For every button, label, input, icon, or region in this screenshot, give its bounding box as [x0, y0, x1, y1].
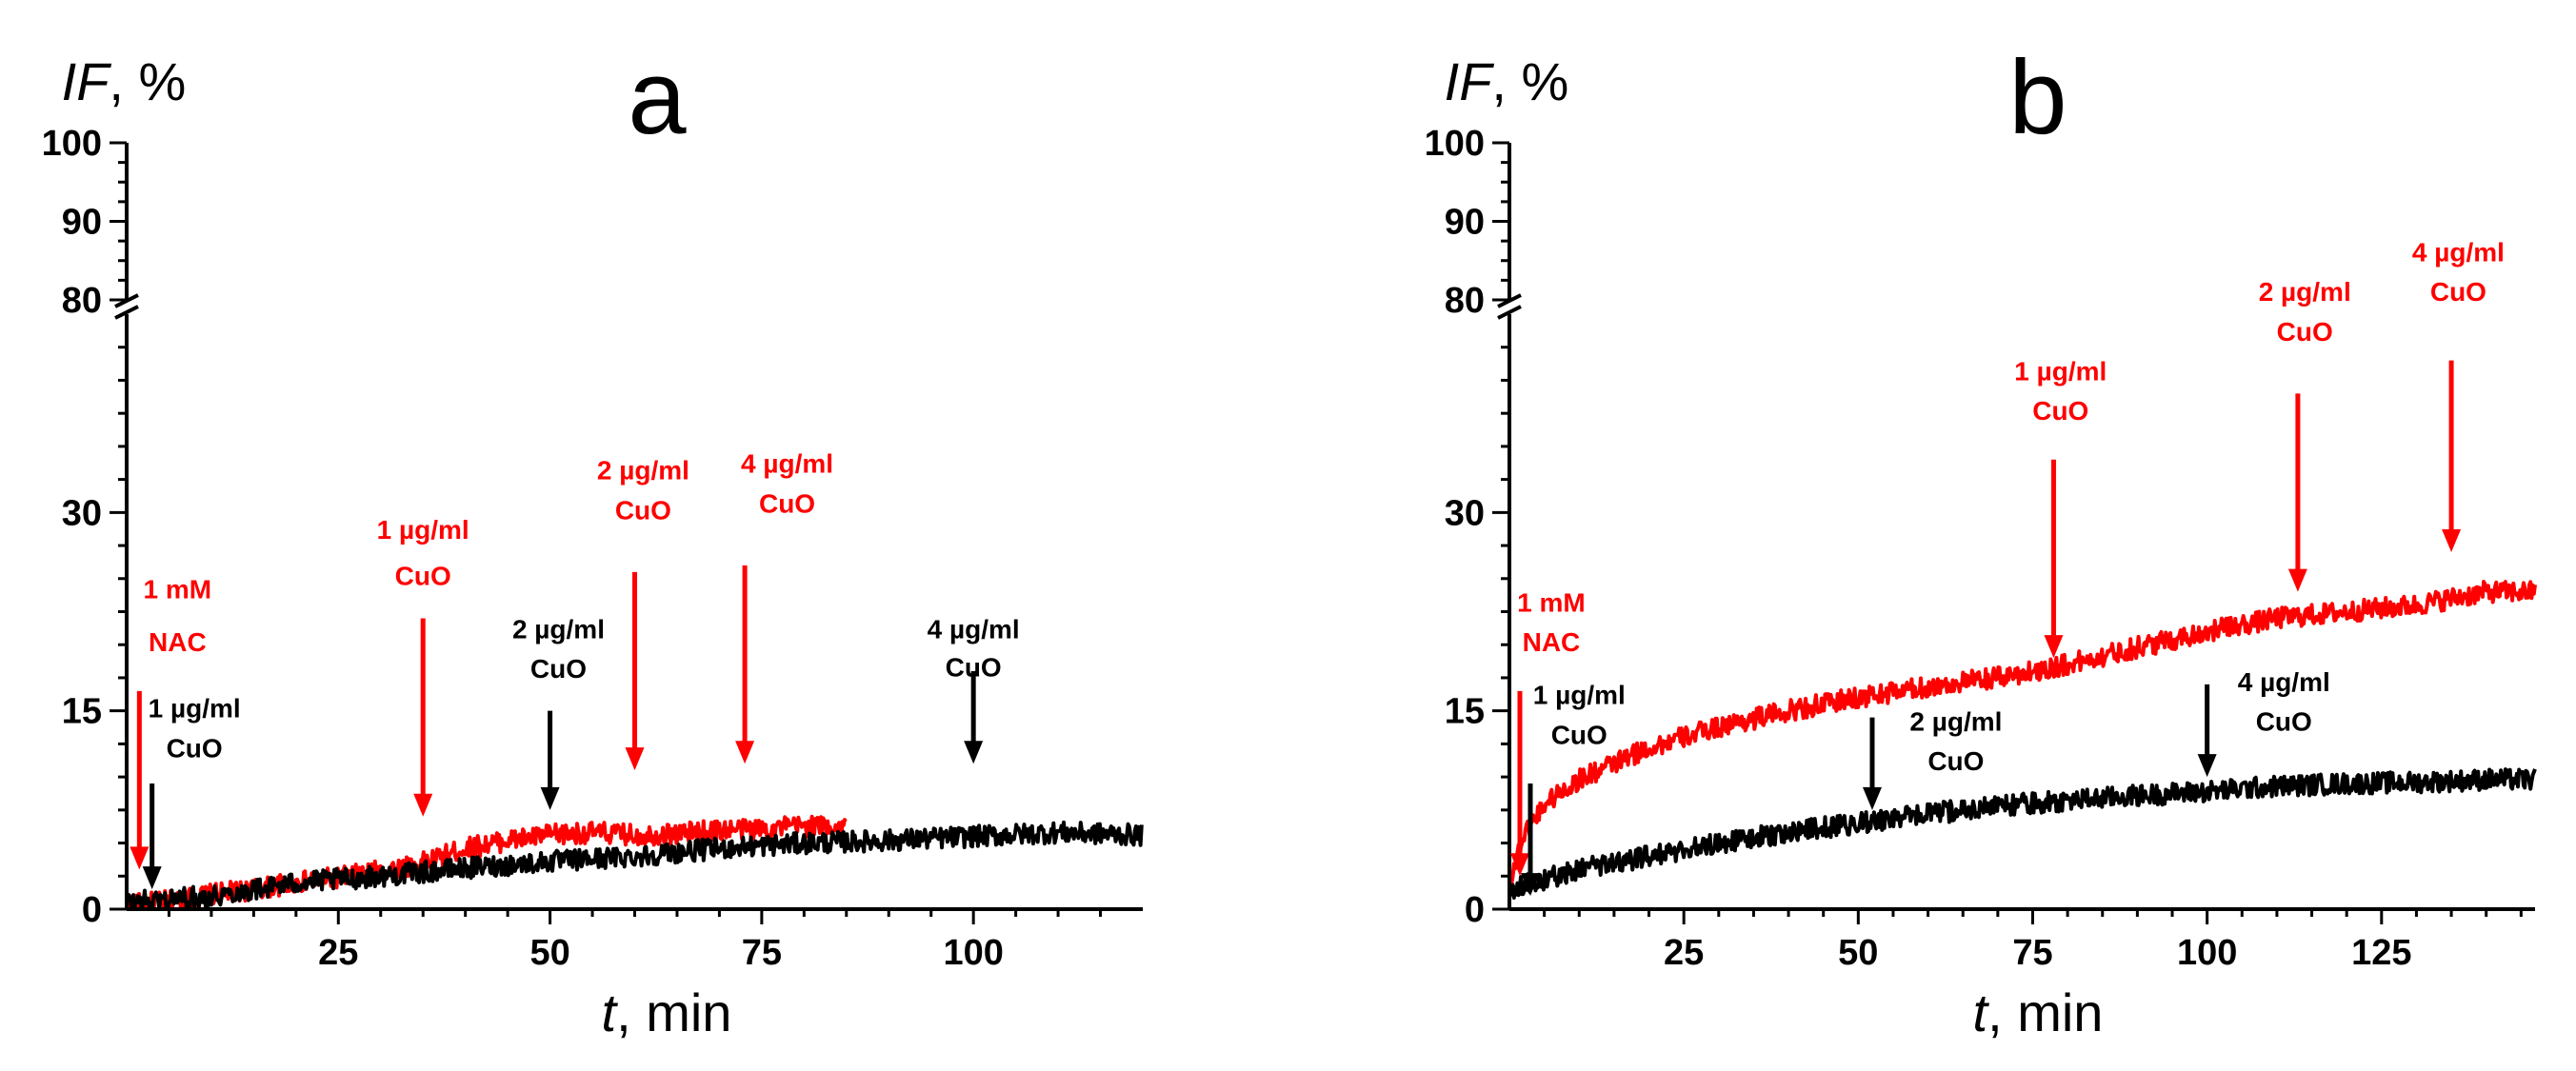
annotation-label: CuO	[530, 654, 587, 684]
annotation-label: CuO	[2032, 396, 2088, 426]
annotation-label: 4 µg/ml	[928, 614, 1020, 644]
annotation-label: 4 µg/ml	[2412, 237, 2505, 267]
annotation-label: CuO	[1927, 746, 1984, 776]
y-tick-label: 90	[1445, 203, 1485, 243]
annotation-arrow-head	[2197, 754, 2217, 778]
panel-b: 25 50 75 100 125 0 15 30 80 90 100 IF, % t, min b 1 mM…	[1425, 39, 2537, 1042]
y-tick-label: 100	[42, 124, 102, 164]
y-tick-label: 30	[1445, 493, 1485, 533]
annotation-label: 2 µg/ml	[597, 456, 689, 486]
x-axis-title: t, min	[1973, 982, 2104, 1042]
annotation-label: NAC	[1523, 627, 1581, 657]
annotation-label: 1 µg/ml	[149, 694, 241, 724]
x-tick-label: 75	[742, 933, 782, 973]
annotation-label: 2 µg/ml	[2259, 277, 2351, 307]
x-tick-label: 100	[2177, 933, 2237, 973]
annotation-label: CuO	[395, 562, 451, 591]
x-tick-label: 50	[1838, 933, 1878, 973]
annotation-label: NAC	[149, 627, 207, 657]
x-axis-title: t, min	[602, 982, 732, 1042]
annotation-label: 1 mM	[1517, 588, 1586, 618]
annotation-label: 4 µg/ml	[2238, 667, 2330, 697]
y-tick-label: 80	[62, 281, 102, 321]
series-line-red	[1508, 580, 2537, 890]
y-tick-label: 0	[1465, 890, 1485, 930]
annotation-label: CuO	[2430, 277, 2486, 307]
annotation-label: 2 µg/ml	[512, 614, 605, 644]
annotation-label: CuO	[1551, 720, 1608, 749]
annotation-label: 1 µg/ml	[377, 515, 469, 545]
panel-letter: b	[2008, 39, 2067, 156]
axis-break-mark	[114, 305, 139, 320]
y-tick-label: 0	[82, 890, 102, 930]
annotation-arrow-head	[2442, 529, 2462, 552]
annotation-label: CuO	[759, 488, 815, 518]
y-axis-title: IF, %	[62, 51, 187, 111]
x-tick-label: 100	[943, 933, 1003, 973]
y-tick-label: 30	[62, 493, 102, 533]
y-tick-label: 90	[62, 203, 102, 243]
y-tick-label: 100	[1425, 124, 1485, 164]
annotation-arrow-head	[735, 741, 755, 764]
annotation-arrow-head	[1520, 873, 1540, 897]
x-tick-label: 25	[1664, 933, 1704, 973]
y-tick-label: 15	[1445, 692, 1485, 732]
annotation-arrow-head	[1862, 786, 1882, 810]
annotation-arrow-head	[964, 741, 984, 764]
x-tick-label: 50	[529, 933, 569, 973]
annotation-label: CuO	[167, 733, 223, 763]
annotation-label: 1 µg/ml	[1533, 681, 1626, 710]
annotation-label: 2 µg/ml	[1909, 707, 2002, 737]
annotation-arrow-head	[2287, 568, 2307, 592]
annotation-arrow-head	[2044, 635, 2064, 659]
annotation-label: CuO	[946, 652, 1002, 682]
series-line-black	[1508, 767, 2537, 900]
annotation-arrow-head	[1509, 853, 1529, 877]
annotation-arrow-head	[540, 786, 560, 810]
annotation-label: CuO	[2277, 317, 2333, 347]
x-tick-label: 75	[2012, 933, 2052, 973]
y-axis-title: IF, %	[1445, 51, 1569, 111]
annotation-label: CuO	[2256, 707, 2312, 737]
x-tick-label: 125	[2351, 933, 2411, 973]
annotation-arrow-head	[625, 747, 645, 771]
series-line-black	[126, 820, 1144, 911]
y-tick-label: 80	[1445, 281, 1485, 321]
annotation-label: 4 µg/ml	[741, 449, 833, 479]
y-tick-label: 15	[62, 692, 102, 732]
annotation-arrow-head	[413, 793, 433, 817]
x-tick-label: 25	[318, 933, 358, 973]
annotation-arrow-head	[130, 846, 150, 870]
panel-a: 25 50 75 100 0 15 30 80 90 100 IF, % t, min a 1 mM NAC…	[42, 39, 1144, 1042]
annotation-label: 1 mM	[144, 575, 212, 605]
annotation-label: CuO	[615, 495, 671, 525]
annotation-label: 1 µg/ml	[2014, 356, 2107, 386]
annotation-arrow-head	[142, 866, 162, 890]
panel-letter: a	[628, 39, 687, 156]
axis-break-mark	[1497, 305, 1522, 320]
